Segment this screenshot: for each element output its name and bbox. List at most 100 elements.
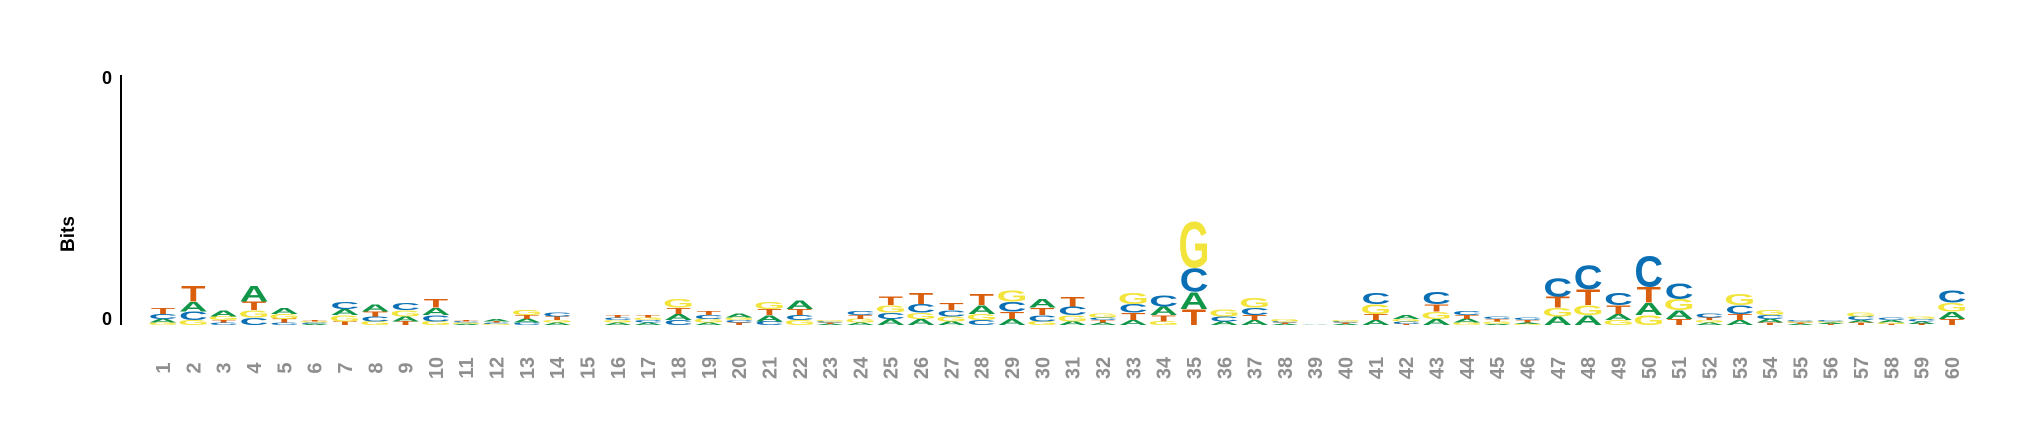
x-tick-label: 32 bbox=[1093, 357, 1115, 379]
x-tick-label: 5 bbox=[274, 362, 296, 373]
x-tick-label: 53 bbox=[1730, 357, 1752, 379]
logo-letter-C-pos-47: C bbox=[1543, 274, 1572, 303]
x-tick-label: 50 bbox=[1639, 357, 1661, 379]
x-tick-label: 54 bbox=[1760, 356, 1782, 379]
x-tick-label: 15 bbox=[578, 357, 600, 379]
x-tick-label: 21 bbox=[759, 357, 781, 379]
x-tick-label: 42 bbox=[1396, 357, 1418, 379]
logo-letter-A-pos-22: A bbox=[785, 298, 814, 312]
x-tick-label: 60 bbox=[1942, 357, 1964, 379]
y-axis-label: Bits bbox=[58, 216, 79, 252]
logo-letter-G-pos-21: G bbox=[754, 300, 785, 311]
logo-letter-C-pos-48: C bbox=[1574, 257, 1603, 296]
logo-letter-A-pos-12: A bbox=[482, 318, 511, 322]
logo-letter-A-pos-8: A bbox=[361, 302, 390, 313]
x-tick-label: 23 bbox=[820, 357, 842, 379]
logo-letter-C-pos-51: C bbox=[1665, 279, 1694, 304]
x-tick-label: 49 bbox=[1608, 357, 1630, 379]
logo-letter-T-pos-11: T bbox=[454, 320, 478, 322]
logo-letter-C-pos-52: C bbox=[1695, 313, 1724, 319]
logo-letter-A-pos-20: A bbox=[725, 313, 754, 319]
logo-letter-T-pos-27: T bbox=[939, 301, 964, 312]
logo-letter-A-pos-39: A bbox=[1301, 324, 1330, 325]
x-tick-label: 47 bbox=[1548, 357, 1570, 379]
logo-letter-T-pos-6: T bbox=[302, 320, 326, 322]
x-tick-label: 25 bbox=[881, 357, 903, 379]
logo-letter-C-pos-55: C bbox=[1786, 320, 1815, 322]
x-tick-label: 3 bbox=[214, 362, 236, 373]
logo-letter-C-pos-56: C bbox=[1816, 320, 1845, 322]
x-ticks-layer: 1 2 3 4 5 6 7 8 9 10 11 12 13 14 15 16 17 18 19 20 21 22 23 24 2… bbox=[153, 356, 1964, 379]
logo-letter-G-pos-53: G bbox=[1724, 292, 1755, 309]
x-tick-label: 45 bbox=[1487, 357, 1509, 379]
logo-letter-G-pos-57: G bbox=[1846, 312, 1877, 318]
logo-letter-T-pos-28: T bbox=[970, 292, 995, 309]
logo-letter-T-pos-16: T bbox=[606, 314, 630, 318]
logo-letter-T-pos-26: T bbox=[909, 290, 934, 307]
x-tick-label: 46 bbox=[1517, 357, 1539, 379]
logo-letter-G-pos-38: G bbox=[1269, 318, 1300, 322]
logo-letter-C-pos-43: C bbox=[1422, 288, 1451, 308]
x-tick-label: 57 bbox=[1851, 357, 1873, 379]
logo-letter-T-pos-31: T bbox=[1060, 294, 1084, 309]
logo-letter-C-pos-34: C bbox=[1149, 293, 1178, 310]
x-tick-label: 40 bbox=[1336, 357, 1358, 379]
x-tick-label: 55 bbox=[1790, 357, 1812, 379]
logo-letter-G-pos-59: G bbox=[1906, 316, 1937, 320]
x-tick-label: 24 bbox=[850, 356, 872, 379]
logo-letter-T-pos-10: T bbox=[424, 297, 448, 311]
x-tick-label: 17 bbox=[638, 357, 660, 379]
axis-layer: 0 0 Bits bbox=[58, 68, 121, 329]
x-tick-label: 37 bbox=[1245, 357, 1267, 379]
logo-letter-A-pos-3: A bbox=[209, 309, 238, 319]
x-tick-label: 30 bbox=[1032, 357, 1054, 379]
x-tick-label: 10 bbox=[426, 357, 448, 379]
logo-letter-T-pos-2: T bbox=[181, 281, 206, 306]
x-tick-label: 31 bbox=[1063, 357, 1085, 379]
x-tick-label: 41 bbox=[1366, 357, 1388, 379]
logo-letter-G-pos-32: G bbox=[1087, 313, 1118, 319]
x-tick-label: 56 bbox=[1821, 357, 1843, 379]
x-tick-label: 8 bbox=[365, 362, 387, 373]
logo-letter-T-pos-19: T bbox=[697, 310, 722, 316]
x-tick-label: 6 bbox=[305, 362, 327, 373]
x-tick-label: 22 bbox=[790, 357, 812, 379]
x-tick-label: 14 bbox=[547, 356, 569, 379]
logo-letter-G-pos-36: G bbox=[1209, 307, 1240, 318]
x-tick-label: 51 bbox=[1669, 357, 1691, 379]
logo-letter-G-pos-54: G bbox=[1755, 309, 1786, 317]
x-tick-label: 9 bbox=[396, 362, 418, 373]
x-tick-label: 39 bbox=[1305, 357, 1327, 379]
x-tick-label: 26 bbox=[911, 357, 933, 379]
logo-letter-C-pos-49: C bbox=[1604, 289, 1633, 309]
logo-letter-A-pos-30: A bbox=[1028, 297, 1057, 311]
logo-letter-C-pos-7: C bbox=[331, 300, 360, 311]
logo-letter-G-pos-33: G bbox=[1118, 290, 1149, 307]
logo-letter-G-pos-35: G bbox=[1178, 208, 1209, 282]
x-tick-label: 48 bbox=[1578, 357, 1600, 379]
x-tick-label: 4 bbox=[244, 362, 266, 374]
x-tick-label: 1 bbox=[153, 362, 175, 373]
logo-letter-T-pos-25: T bbox=[879, 294, 903, 308]
logo-letter-G-pos-18: G bbox=[663, 297, 694, 311]
logo-letter-C-pos-58: C bbox=[1877, 317, 1906, 321]
logo-letter-G-pos-29: G bbox=[997, 288, 1028, 305]
logo-letter-G-pos-13: G bbox=[511, 309, 542, 317]
logo-letter-T-pos-17: T bbox=[636, 314, 660, 318]
logo-letter-A-pos-42: A bbox=[1392, 314, 1421, 320]
x-tick-label: 11 bbox=[456, 357, 478, 378]
x-tick-label: 58 bbox=[1881, 357, 1903, 379]
x-tick-label: 18 bbox=[668, 357, 690, 379]
logo-letter-C-pos-46: C bbox=[1513, 317, 1542, 321]
x-tick-label: 44 bbox=[1457, 356, 1479, 379]
x-tick-label: 28 bbox=[972, 357, 994, 379]
x-tick-label: 43 bbox=[1427, 357, 1449, 379]
logo-letter-C-pos-41: C bbox=[1361, 290, 1390, 307]
x-tick-label: 33 bbox=[1123, 357, 1145, 379]
x-tick-label: 20 bbox=[729, 357, 751, 379]
x-tick-label: 16 bbox=[608, 357, 630, 379]
x-tick-label: 34 bbox=[1154, 356, 1176, 379]
y-tick-bottom: 0 bbox=[102, 309, 112, 329]
